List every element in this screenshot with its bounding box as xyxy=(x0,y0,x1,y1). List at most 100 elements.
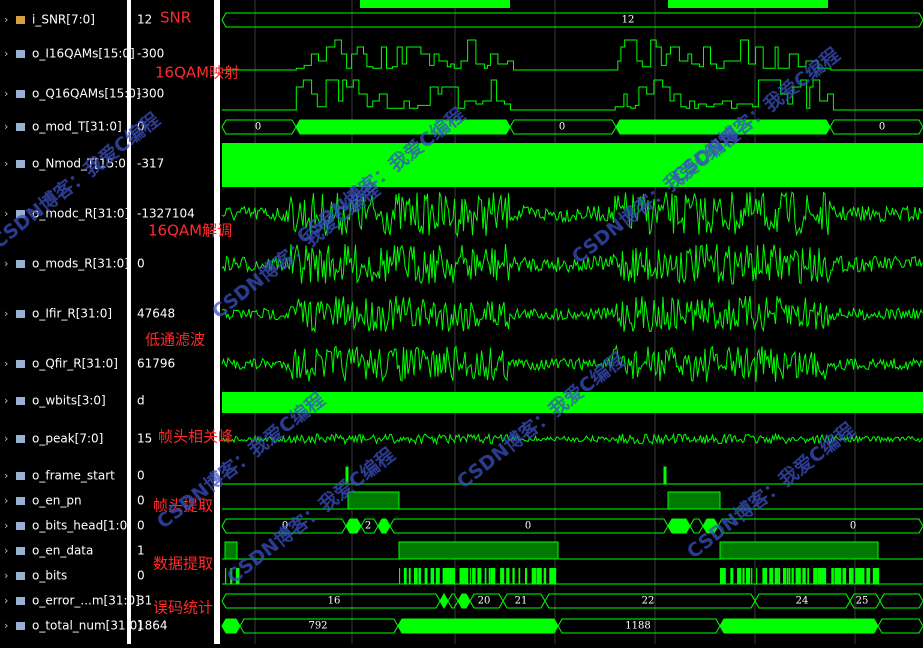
bit xyxy=(554,568,557,584)
bus-segment xyxy=(221,12,923,28)
annotation: SNR xyxy=(160,9,191,27)
signal-value: 1 xyxy=(137,544,145,558)
bit xyxy=(399,568,401,584)
bit xyxy=(408,568,411,584)
signal-icon xyxy=(16,360,25,368)
bit xyxy=(479,568,482,584)
expand-arrow: › xyxy=(4,207,8,220)
pulse xyxy=(347,491,400,510)
bit xyxy=(774,568,779,584)
bit xyxy=(730,568,734,584)
signal-value: -300 xyxy=(137,47,164,61)
pulse xyxy=(663,466,667,485)
expand-arrow: › xyxy=(4,394,8,407)
bus-active xyxy=(345,518,362,534)
bit xyxy=(488,568,491,584)
bus-label: 0 xyxy=(850,521,856,532)
bit xyxy=(813,568,818,584)
bus-label: 0 xyxy=(282,521,288,532)
bit xyxy=(838,568,842,584)
bit xyxy=(872,568,878,584)
expand-arrow: › xyxy=(4,432,8,445)
bit xyxy=(802,568,806,584)
annotation: 帧头提取 xyxy=(153,497,213,515)
bit xyxy=(512,568,515,584)
signal-icon xyxy=(16,497,25,505)
analog-wave xyxy=(221,344,923,383)
signal-icon xyxy=(16,397,25,405)
bit xyxy=(831,568,834,584)
signal-value: 0 xyxy=(137,494,145,508)
signal-value: 31 xyxy=(137,594,152,608)
signal-name: o_Nmod_T[15:0] xyxy=(32,157,131,171)
signal-name: o_total_num[31:0] xyxy=(32,619,142,633)
bit xyxy=(424,568,428,584)
signal-value: 47648 xyxy=(137,307,175,321)
analog-wave xyxy=(221,295,923,334)
signal-value: 0 xyxy=(137,469,145,483)
bit xyxy=(788,568,791,584)
bit xyxy=(778,568,781,584)
bit xyxy=(472,568,476,584)
top-wave xyxy=(668,0,828,8)
bit xyxy=(817,568,822,584)
bus-label: 12 xyxy=(622,15,635,26)
bit xyxy=(469,568,471,584)
bit xyxy=(435,568,440,584)
signal-icon xyxy=(16,622,25,630)
signal-name: o_en_pn xyxy=(32,494,82,508)
bus-active xyxy=(221,618,241,634)
expand-arrow: › xyxy=(4,544,8,557)
signal-icon xyxy=(16,435,25,443)
bus-label: 0 xyxy=(525,521,531,532)
bus-active xyxy=(719,618,879,634)
bit xyxy=(799,568,801,584)
signal-value: 0 xyxy=(137,120,145,134)
bit xyxy=(453,568,455,584)
expand-arrow: › xyxy=(4,157,8,170)
signal-value: 0 xyxy=(137,569,145,583)
divider xyxy=(127,0,131,644)
signal-name: o_I16QAMs[15:0] xyxy=(32,47,135,61)
bus-label: 24 xyxy=(796,596,809,607)
analog-wave xyxy=(221,191,923,238)
annotation: 数据提取 xyxy=(153,555,213,573)
bus-label: 20 xyxy=(478,596,491,607)
bit xyxy=(751,568,753,584)
signal-icon xyxy=(16,547,25,555)
signal-value: d xyxy=(137,394,145,408)
expand-arrow: › xyxy=(4,469,8,482)
signal-value: 0 xyxy=(137,257,145,271)
bus-label: 21 xyxy=(515,596,528,607)
dense-wave xyxy=(222,143,923,187)
bit xyxy=(531,568,537,584)
bus-active xyxy=(295,119,511,135)
wbits-wave xyxy=(222,392,923,413)
bit xyxy=(737,568,741,584)
expand-arrow: › xyxy=(4,519,8,532)
bus-label: 22 xyxy=(642,596,655,607)
bit xyxy=(858,568,863,584)
bit xyxy=(739,568,742,584)
expand-arrow: › xyxy=(4,13,8,26)
bit xyxy=(416,568,418,584)
signal-name: i_SNR[7:0] xyxy=(32,13,95,27)
bit xyxy=(720,568,724,584)
pulse xyxy=(719,541,879,560)
bit xyxy=(786,568,789,584)
bit xyxy=(861,568,865,584)
signal-name: o_mods_R[31:0] xyxy=(32,257,129,271)
analog-wave xyxy=(221,243,923,285)
bit xyxy=(462,568,468,584)
signal-name: o_peak[7:0] xyxy=(32,432,103,446)
signal-value: 61796 xyxy=(137,357,175,371)
signal-icon xyxy=(16,90,25,98)
pulse xyxy=(667,491,721,510)
expand-arrow: › xyxy=(4,257,8,270)
digital-wave xyxy=(222,39,923,71)
signal-icon xyxy=(16,123,25,131)
bus-label: 0 xyxy=(559,122,565,133)
signal-name: o_en_data xyxy=(32,544,93,558)
bit xyxy=(876,568,880,584)
